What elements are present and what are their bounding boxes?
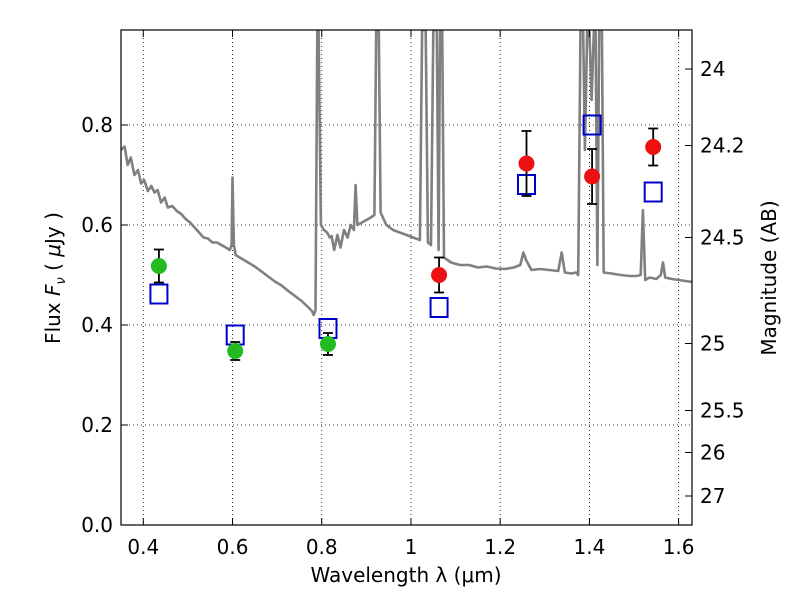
y2-axis-label: Magnitude (AB) <box>757 200 781 355</box>
x-tick-label: 1.2 <box>484 535 516 559</box>
y-tick-label: 0.0 <box>81 513 113 537</box>
sed-layer <box>121 30 692 317</box>
nir-point <box>645 139 662 155</box>
y-tick-label: 0.8 <box>81 113 113 137</box>
x-tick-label: 0.8 <box>306 535 338 559</box>
y-tick-label: 0.4 <box>81 313 113 337</box>
model-point-square <box>149 283 169 305</box>
plot-frame <box>120 29 693 526</box>
optical-point <box>319 336 336 352</box>
model-point-square <box>582 114 602 136</box>
x-tick-label: 0.6 <box>217 535 249 559</box>
y2-tick-label: 24.5 <box>700 226 745 250</box>
y2-tick-label: 25.5 <box>700 399 745 423</box>
y-tick-label: 0.6 <box>81 213 113 237</box>
y2-tick-label: 24 <box>700 57 725 81</box>
y2-axis-ticks: 24 24.2 24.5 25 25.5 26 27 <box>685 57 745 508</box>
x-tick-label: 0.4 <box>127 535 159 559</box>
x-tick-label: 1.6 <box>663 535 695 559</box>
y-axis-label: Flux Fν ( μJy ) <box>41 212 69 344</box>
x-axis-label: Wavelength λ (μm) <box>310 563 501 587</box>
x-tick-label: 1 <box>405 535 418 559</box>
model-point-square <box>643 181 663 203</box>
y-tick-label: 0.2 <box>81 413 113 437</box>
grid <box>121 30 692 526</box>
data-points-layer <box>149 114 663 361</box>
model-point-square <box>429 297 449 318</box>
optical-point <box>150 258 167 274</box>
x-tick-label: 1.4 <box>573 535 605 559</box>
nir-point <box>584 168 601 185</box>
optical-point <box>227 343 244 359</box>
y2-tick-label: 24.2 <box>700 134 745 158</box>
nir-point <box>518 155 535 172</box>
y2-tick-label: 25 <box>700 332 725 356</box>
nir-point <box>431 267 448 283</box>
y-axis-ticks: 0.0 0.2 0.4 0.6 0.8 <box>81 113 128 537</box>
x-axis-ticks: 0.4 0.6 0.8 1 1.2 1.4 1.6 <box>127 30 695 559</box>
y2-tick-label: 26 <box>700 441 725 465</box>
y2-tick-label: 27 <box>700 484 725 508</box>
sed-curve <box>121 30 692 317</box>
